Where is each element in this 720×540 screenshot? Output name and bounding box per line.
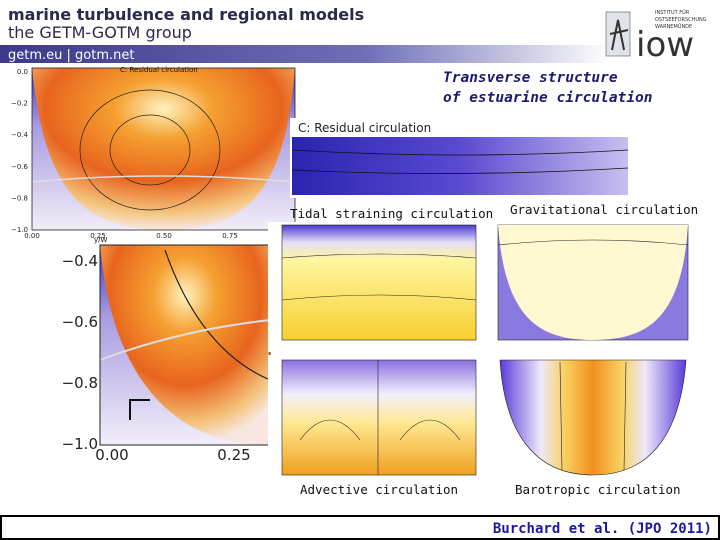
- y-tick-label: −0.4: [11, 131, 29, 139]
- y-tick-label: −1.0: [62, 435, 98, 453]
- x-tick-label: 0.00: [24, 232, 40, 240]
- panel-advective: [268, 355, 480, 483]
- y-tick-label: 0.0: [17, 68, 28, 76]
- panel-tidal: [268, 222, 480, 352]
- main-plot-xlabel: y/W: [94, 236, 108, 244]
- citation: Burchard et al. (JPO 2011): [493, 521, 712, 537]
- logo: iow INSTITUT FÜR OSTSEEFORSCHUNG WARNEMÜ…: [605, 9, 707, 65]
- y-tick-label: −0.2: [11, 100, 28, 108]
- zoom-plot: [99, 244, 271, 446]
- y-tick-label: −0.6: [62, 313, 98, 331]
- panel-label: Gravitational circulation: [510, 202, 698, 217]
- zoom-title: C: Residual circulation: [298, 121, 431, 135]
- logo-text: iow: [636, 25, 694, 65]
- y-tick-label: −0.8: [62, 374, 98, 392]
- main-plot: C: Residual circulation y/W: [31, 66, 296, 244]
- zoom-strip: C: Residual circulation: [290, 118, 630, 198]
- panel-label: Advective circulation: [300, 482, 458, 497]
- panel-label: Barotropic circulation: [515, 482, 681, 497]
- header-subtitle: the GETM-GOTM group: [8, 23, 192, 42]
- logo-caption: OSTSEEFORSCHUNG: [655, 17, 707, 23]
- y-tick-label: −0.6: [11, 163, 29, 171]
- ticks: 0.0−0.2−0.4−0.6−0.8−1.00.00 0.25 0.50 0.75−…: [11, 68, 251, 464]
- x-tick-label: 0.00: [95, 446, 128, 464]
- panel-barotropic: [482, 355, 692, 483]
- logo-caption: INSTITUT FÜR: [655, 9, 690, 16]
- header-title: marine turbulence and regional models: [8, 5, 364, 24]
- panel-label: Tidal straining circulation: [290, 206, 493, 221]
- slide-title: of estuarine circulation: [443, 90, 653, 106]
- x-tick-label: 0.50: [156, 232, 172, 240]
- slide-title: Transverse structure: [443, 70, 618, 86]
- logo-caption: WARNEMÜNDE: [655, 23, 692, 30]
- y-tick-label: −0.8: [11, 194, 28, 202]
- header-bar: [0, 45, 610, 63]
- x-tick-label: 0.25: [90, 232, 106, 240]
- panel-gravitational: [482, 222, 692, 352]
- footer-bar: [0, 515, 720, 540]
- header-links: getm.eu | gotm.net: [8, 48, 134, 63]
- x-tick-label: 0.25: [217, 446, 250, 464]
- y-tick-label: −0.4: [62, 252, 98, 270]
- y-tick-label: −1.0: [11, 226, 28, 234]
- main-plot-title: C: Residual circulation: [120, 66, 198, 74]
- x-tick-label: 0.75: [222, 232, 238, 240]
